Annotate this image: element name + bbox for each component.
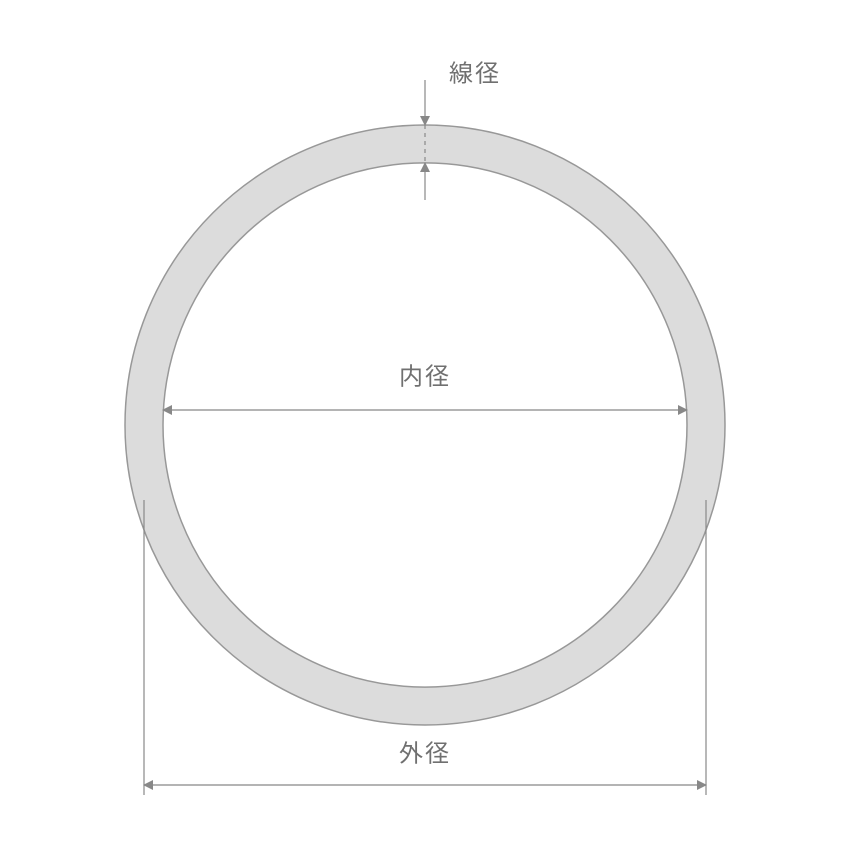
ring-shape — [125, 125, 725, 725]
inner-diameter-label: 内径 — [399, 357, 451, 392]
outer-diameter-label: 外径 — [399, 734, 451, 769]
wire-diameter-label: 線径 — [449, 54, 501, 89]
